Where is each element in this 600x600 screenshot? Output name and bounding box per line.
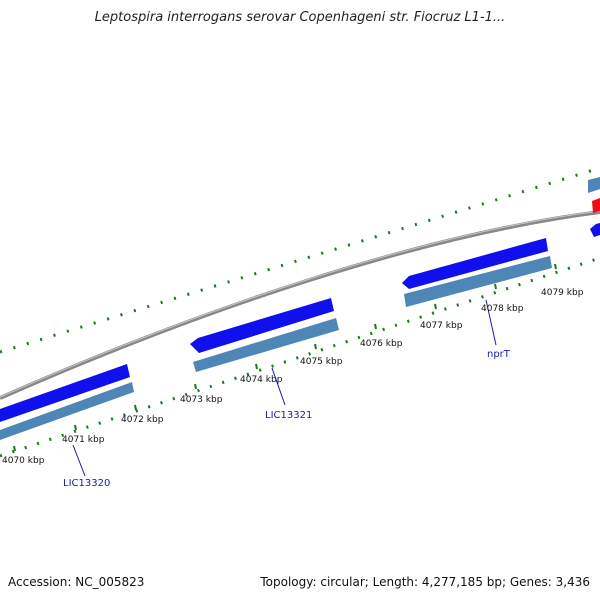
major-ticks [13,263,557,452]
genome-summary-text: Topology: circular; Length: 4,277,185 bp… [260,575,590,589]
scale-label-4073: 4073 kbp [180,395,223,405]
scale-label-4079: 4079 kbp [541,288,584,298]
scale-label-4076: 4076 kbp [360,339,403,349]
inner-tick-track [0,256,600,458]
cds-bar-nprt[interactable] [404,256,552,307]
map-title: Leptospira interrogans serovar Copenhage… [94,10,506,25]
scale-label-4072: 4072 kbp [121,415,164,425]
scale-label-4077: 4077 kbp [420,321,463,331]
gene-arrow-lic13320[interactable] [0,364,130,422]
cds-bar-lic13320[interactable] [0,382,134,440]
gene-features [0,177,600,440]
genome-backbone-highlight [0,210,600,398]
scale-label-4070: 4070 kbp [2,456,45,466]
scale-label-4078: 4078 kbp [481,304,524,314]
gene-labels: LIC13320 LIC13321 nprT [63,349,511,489]
inner-tick-dots [0,256,600,458]
gene-arrow-nprt[interactable] [402,238,548,289]
scale-label-4075: 4075 kbp [300,357,343,367]
scale-label-4071: 4071 kbp [62,435,105,445]
scale-label-4074: 4074 kbp [240,375,283,385]
gene-arrow-right-edge[interactable] [590,223,600,237]
rna-feature-red[interactable] [592,198,600,213]
cds-bar-right-edge[interactable] [588,177,600,193]
scale-labels: 4070 kbp 4071 kbp 4072 kbp 4073 kbp 4074… [2,288,584,466]
cds-bar-lic13321[interactable] [193,318,339,372]
gene-label-nprt[interactable]: nprT [487,349,511,360]
accession-text: Accession: NC_005823 [8,575,145,589]
gene-label-lic13321[interactable]: LIC13321 [265,410,312,421]
genome-backbone [0,210,600,400]
gene-leader-lines [72,299,497,477]
gene-label-lic13320[interactable]: LIC13320 [63,478,110,489]
gene-arrow-lic13321[interactable] [190,298,334,353]
